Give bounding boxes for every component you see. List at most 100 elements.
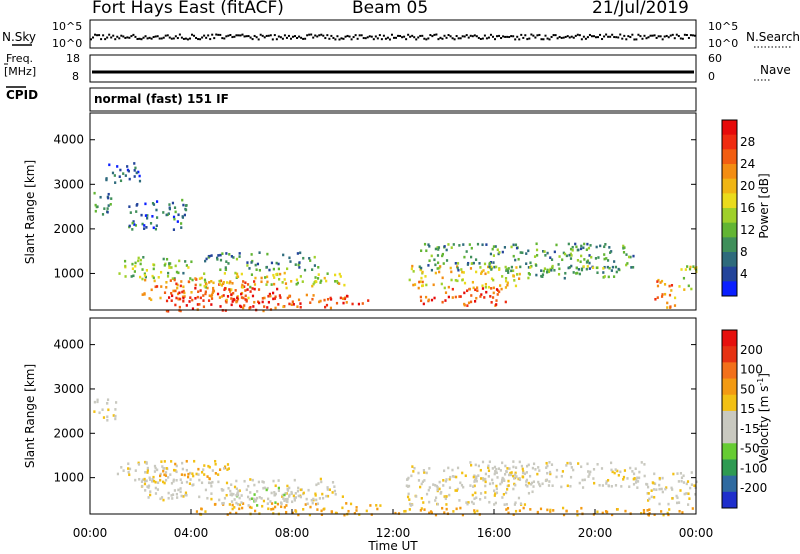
velocity-cell [511, 474, 515, 478]
velocity-cell [549, 510, 552, 513]
power-cell [437, 246, 441, 249]
power-cell [514, 243, 518, 247]
nsky-point [592, 35, 595, 38]
velocity-cell [112, 414, 115, 417]
nsky-point [437, 38, 440, 41]
colorbar-swatch [722, 134, 737, 150]
power-cell [227, 262, 230, 265]
velocity-cell [647, 492, 650, 495]
power-cell [308, 257, 311, 260]
power-cell [500, 287, 503, 291]
velocity-cell [195, 510, 199, 513]
power-cell [457, 268, 460, 272]
velocity-cell [207, 464, 210, 468]
velocity-cell [494, 469, 497, 473]
power-cell [277, 267, 280, 271]
power-cell [184, 208, 188, 212]
power-cell [545, 270, 549, 274]
nsky-point [485, 37, 488, 40]
velocity-cell [459, 481, 462, 485]
power-cell [475, 296, 478, 300]
velocity-cell [646, 492, 649, 495]
power-cell [568, 266, 571, 269]
power-cell [329, 306, 333, 310]
power-cell [585, 260, 589, 264]
power-cell [466, 263, 469, 266]
velocity-cell [197, 473, 200, 476]
nsky-point [114, 38, 117, 41]
velocity-cell [525, 471, 528, 474]
power-cell [434, 271, 437, 275]
colorbar-tick-label: 200 [740, 343, 763, 357]
power-cell [123, 259, 127, 263]
velocity-cell [569, 462, 572, 466]
velocity-cell [144, 460, 147, 464]
power-cell [423, 242, 427, 246]
velocity-cell [312, 497, 315, 501]
power-cell [173, 277, 176, 280]
nsky-point [534, 36, 537, 39]
power-cell [228, 288, 231, 291]
nsky-point [651, 34, 654, 37]
power-cell [495, 288, 499, 291]
power-cell [231, 281, 234, 285]
power-cell [611, 265, 615, 269]
velocity-cell [660, 487, 663, 491]
power-cell [482, 269, 485, 272]
power-cell [257, 288, 261, 291]
power-cell [510, 245, 513, 249]
x-tick-label: 00:00 [73, 526, 108, 540]
velocity-cell [593, 481, 596, 485]
nsky-point [435, 33, 438, 36]
velocity-cell [185, 480, 189, 484]
power-cell [208, 281, 211, 284]
power-cell [626, 262, 629, 265]
velocity-cell [260, 497, 263, 500]
velocity-cell [203, 464, 206, 467]
power-cell [572, 271, 575, 274]
power-cell [254, 263, 257, 267]
velocity-cell [200, 481, 204, 485]
power-cell [490, 301, 493, 304]
velocity-cell [235, 487, 238, 491]
power-cell [488, 265, 491, 268]
power-cell [492, 278, 495, 282]
velocity-cell [508, 467, 511, 470]
nsky-point [213, 37, 216, 40]
power-cell [341, 297, 345, 300]
velocity-cell [507, 511, 510, 515]
power-cell [547, 270, 551, 274]
power-cell [519, 251, 522, 254]
power-cell [199, 289, 202, 292]
velocity-cell [262, 480, 265, 484]
power-cell [224, 266, 227, 269]
power-cell [269, 294, 272, 298]
power-cell [171, 201, 175, 205]
power-cell [484, 285, 487, 289]
velocity-cell [162, 480, 165, 484]
velocity-cell [613, 471, 616, 475]
power-cell [152, 203, 156, 206]
velocity-cell [319, 477, 322, 481]
velocity-cell [407, 492, 410, 496]
velocity-cell [291, 500, 294, 504]
power-cell [170, 291, 173, 295]
nsky-point [182, 37, 185, 40]
colorbar-tick-label: -100 [740, 461, 767, 475]
nsky-point [439, 36, 442, 39]
velocity-cell [547, 484, 551, 487]
power-cell [614, 265, 618, 269]
power-cell [487, 285, 491, 289]
velocity-cell [646, 499, 650, 502]
velocity-cell [469, 484, 472, 487]
velocity-cell [638, 476, 641, 480]
velocity-cell [280, 505, 283, 509]
velocity-cell [551, 484, 554, 488]
power-cell [345, 301, 348, 304]
velocity-cell [285, 492, 288, 495]
power-cell [512, 274, 515, 277]
velocity-cell [461, 471, 464, 475]
power-cell [281, 281, 284, 284]
velocity-cell [470, 500, 474, 504]
power-cell [563, 276, 566, 280]
